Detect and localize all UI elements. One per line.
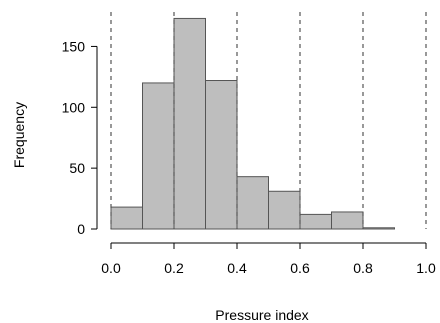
x-axis: 0.0 0.2 0.4 0.6 0.8 1.0 (101, 242, 436, 276)
x-tick-label: 1.0 (416, 260, 436, 276)
y-axis-label: Frequency (11, 102, 27, 168)
x-tick-label: 0.2 (164, 260, 184, 276)
histogram-bar (236, 176, 269, 230)
y-tick-label: 50 (69, 160, 85, 176)
histogram-bar (362, 227, 395, 230)
y-tick-label: 150 (62, 38, 86, 54)
y-axis: 0 50 100 150 (62, 38, 98, 237)
histogram-bars (110, 17, 395, 230)
x-tick-label: 0.6 (290, 260, 310, 276)
histogram-bar (142, 82, 175, 230)
y-tick-label: 100 (62, 99, 86, 115)
x-axis-label: Pressure index (215, 307, 308, 323)
histogram-bar (268, 190, 301, 230)
histogram-bar (331, 211, 364, 230)
x-tick-label: 0.0 (101, 260, 121, 276)
x-tick-label: 0.8 (353, 260, 373, 276)
x-tick-label: 0.4 (227, 260, 247, 276)
histogram-bar (173, 17, 206, 230)
histogram-bar (110, 206, 143, 230)
histogram-bar (205, 80, 238, 230)
y-tick-label: 0 (77, 221, 85, 237)
histogram-bar (299, 213, 332, 230)
